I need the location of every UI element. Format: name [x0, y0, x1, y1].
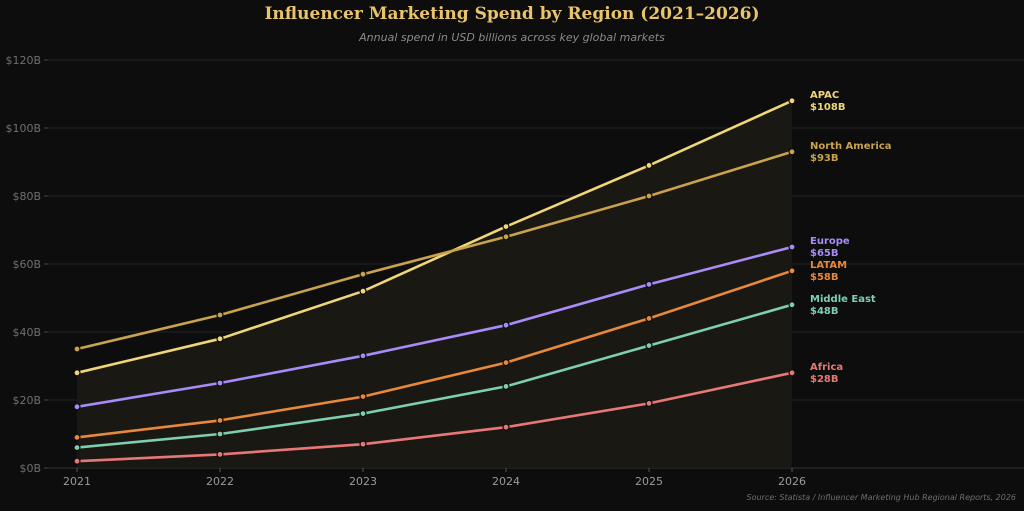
x-tick-label: 2026 — [778, 475, 806, 488]
data-point — [502, 233, 510, 241]
data-point — [359, 287, 367, 295]
y-tick-label: $60B — [12, 258, 41, 271]
data-point — [788, 267, 796, 275]
series-line — [75, 371, 794, 463]
y-tick-label: $80B — [12, 190, 41, 203]
x-tick-label: 2021 — [63, 475, 91, 488]
data-point — [502, 423, 510, 431]
series-line — [75, 245, 794, 409]
data-point — [73, 457, 81, 465]
data-point — [73, 444, 81, 452]
end-label-name: Middle East — [810, 294, 876, 305]
area-fill — [77, 100, 792, 469]
data-point — [788, 148, 796, 156]
x-tick-label: 2025 — [635, 475, 663, 488]
y-tick-label: $0B — [19, 462, 41, 475]
data-point — [645, 192, 653, 200]
data-point — [216, 430, 224, 438]
data-point — [645, 314, 653, 322]
end-label-value: $48B — [810, 306, 839, 317]
data-point — [359, 270, 367, 278]
end-label-value: $65B — [810, 248, 839, 259]
end-label-name: Europe — [810, 236, 850, 247]
source-note: Source: Statista / Influencer Marketing … — [746, 493, 1016, 502]
data-point — [645, 399, 653, 407]
end-label-value: $93B — [810, 153, 839, 164]
data-point — [73, 345, 81, 353]
series-line — [75, 303, 794, 449]
data-point — [73, 433, 81, 441]
end-label-value: $58B — [810, 272, 839, 283]
data-point — [359, 352, 367, 360]
data-point — [502, 321, 510, 329]
y-tick-label: $120B — [5, 54, 41, 67]
x-tick-label: 2024 — [492, 475, 520, 488]
end-label-value: $108B — [810, 102, 845, 113]
data-point — [788, 369, 796, 377]
data-point — [645, 280, 653, 288]
chart-title: Influencer Marketing Spend by Region (20… — [264, 4, 760, 24]
data-point — [359, 393, 367, 401]
data-point — [502, 359, 510, 367]
data-point — [73, 403, 81, 411]
end-label-value: $28B — [810, 374, 839, 385]
data-point — [216, 335, 224, 343]
data-point — [788, 243, 796, 251]
y-tick-label: $100B — [5, 122, 41, 135]
end-label-name: APAC — [810, 90, 839, 101]
data-point — [216, 416, 224, 424]
data-point — [359, 410, 367, 418]
data-point — [502, 223, 510, 231]
y-tick-label: $20B — [12, 394, 41, 407]
x-tick-label: 2023 — [349, 475, 377, 488]
series-line — [75, 269, 794, 439]
series-line — [75, 150, 794, 351]
data-point — [502, 382, 510, 390]
x-tick-label: 2022 — [206, 475, 234, 488]
data-point — [645, 161, 653, 169]
data-point — [216, 311, 224, 319]
data-point — [788, 97, 796, 105]
chart-subtitle: Annual spend in USD billions across key … — [359, 31, 665, 44]
data-point — [359, 440, 367, 448]
data-point — [216, 379, 224, 387]
end-label-name: North America — [810, 141, 892, 152]
end-label-name: LATAM — [810, 260, 847, 271]
data-point — [788, 301, 796, 309]
data-point — [216, 450, 224, 458]
data-point — [73, 369, 81, 377]
end-label-name: Africa — [810, 362, 843, 373]
y-tick-label: $40B — [12, 326, 41, 339]
series-line — [75, 99, 794, 375]
data-point — [645, 342, 653, 350]
